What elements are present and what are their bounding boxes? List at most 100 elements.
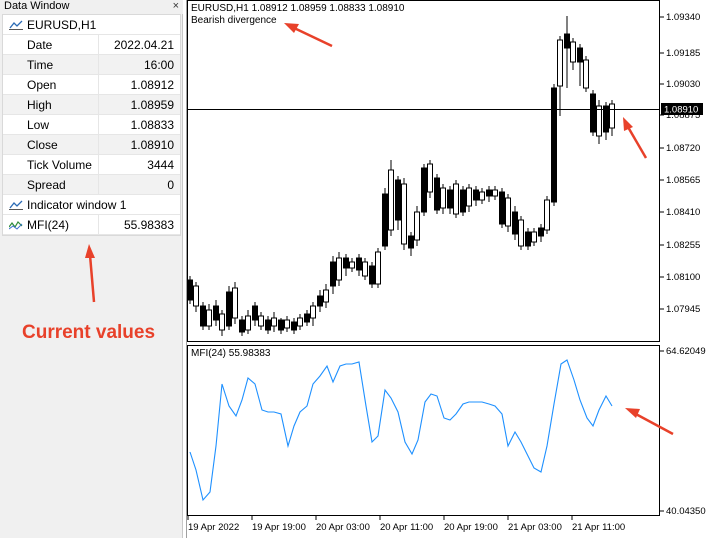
candle-body xyxy=(252,305,258,321)
candle-body xyxy=(323,289,329,303)
candle-body xyxy=(395,179,401,221)
data-row-key: High xyxy=(3,95,99,114)
chart-line-icon xyxy=(9,200,23,210)
data-row-key: Date xyxy=(3,35,99,54)
time-axis-label: 21 Apr 03:00 xyxy=(508,522,562,533)
candle-body xyxy=(414,211,420,241)
candle-body xyxy=(336,257,342,281)
mfi-axis-label: 64.62049 xyxy=(666,346,706,357)
data-row-close[interactable]: Close 1.08910 xyxy=(3,135,180,155)
candle-body xyxy=(200,305,206,327)
candle-body xyxy=(258,315,264,327)
candle-body xyxy=(492,189,498,197)
price-axis-label: 1.08875 xyxy=(666,110,700,121)
data-window-table: EURUSD,H1 Date 2022.04.21 Time 16:00 Open 1.0… xyxy=(2,14,181,236)
indicator-wave-icon xyxy=(9,220,23,230)
arrow-icon-mfi xyxy=(625,408,674,436)
data-row-open[interactable]: Open 1.08912 xyxy=(3,75,180,95)
bearish-divergence-label: Bearish divergence xyxy=(191,15,277,26)
price-axis-label: 1.09185 xyxy=(666,48,700,59)
candlestick-series xyxy=(187,16,615,336)
time-axis-label: 21 Apr 11:00 xyxy=(572,522,625,533)
close-icon[interactable]: × xyxy=(172,0,179,12)
candle-body xyxy=(187,279,193,301)
data-row-value: 3444 xyxy=(147,158,174,172)
data-row-key: Spread xyxy=(3,175,99,194)
data-row-value: 2022.04.21 xyxy=(113,38,174,52)
data-row-low[interactable]: Low 1.08833 xyxy=(3,115,180,135)
candle-body xyxy=(375,251,381,285)
candle-body xyxy=(440,187,446,209)
time-axis-label: 20 Apr 11:00 xyxy=(380,522,433,533)
candle-body xyxy=(213,305,219,321)
symbol-header[interactable]: EURUSD,H1 xyxy=(3,15,180,35)
data-row-key: Open xyxy=(3,75,99,94)
candle-body xyxy=(473,189,479,201)
candle-body xyxy=(421,167,427,213)
candle-body xyxy=(291,321,297,331)
candle-body xyxy=(609,103,615,129)
time-axis-label: 19 Apr 2022 xyxy=(188,522,239,533)
data-row-tick-volume[interactable]: Tick Volume 3444 xyxy=(3,155,180,175)
current-values-annotation: Current values xyxy=(22,322,156,343)
arrow-icon-price xyxy=(623,117,648,159)
price-badge-text: 1.08910 xyxy=(664,105,698,116)
mfi-axis-label: 40.04350 xyxy=(666,506,706,517)
arrow-icon-current-values xyxy=(85,244,96,303)
candle-body xyxy=(310,305,316,319)
price-badge xyxy=(661,103,703,115)
candle-body xyxy=(596,105,602,137)
candle-body xyxy=(265,319,271,331)
candle-body xyxy=(544,199,550,231)
mfi-line xyxy=(189,359,613,502)
candle-body xyxy=(369,265,375,285)
candle-body xyxy=(193,285,199,307)
candle-body xyxy=(434,177,440,211)
data-row-spread[interactable]: Spread 0 xyxy=(3,175,180,195)
candle-body xyxy=(362,261,368,277)
price-axis-label: 1.08410 xyxy=(666,207,700,218)
data-row-value: 1.08910 xyxy=(99,135,180,154)
candle-body xyxy=(499,191,505,225)
candle-body xyxy=(284,319,290,329)
symbol-label: EURUSD,H1 xyxy=(27,17,97,32)
chart-left-border xyxy=(186,0,187,538)
candle-body xyxy=(239,319,245,333)
candle-body xyxy=(226,291,232,327)
candle-body xyxy=(343,257,349,269)
candle-body xyxy=(330,261,336,287)
candle-body xyxy=(564,33,570,49)
indicator-value: 55.98383 xyxy=(123,218,174,232)
indicator-window-header[interactable]: Indicator window 1 xyxy=(3,195,180,215)
candle-body xyxy=(447,189,453,209)
price-axis-label: 1.08720 xyxy=(666,143,700,154)
candle-body xyxy=(479,191,485,201)
candle-body xyxy=(356,257,362,271)
candle-body xyxy=(551,87,557,203)
price-axis-label: 1.08255 xyxy=(666,240,700,251)
candle-body xyxy=(388,169,394,231)
time-axis-label: 20 Apr 19:00 xyxy=(444,522,498,533)
candle-body xyxy=(518,219,524,247)
candle-body xyxy=(570,41,576,63)
price-axis-label: 1.09030 xyxy=(666,79,700,90)
indicator-name: MFI(24) xyxy=(27,217,69,232)
mfi-pane-border xyxy=(187,345,660,516)
chart-area[interactable] xyxy=(186,0,715,538)
candle-body xyxy=(317,295,323,307)
candle-body xyxy=(557,39,563,87)
candle-body xyxy=(232,287,238,319)
data-row-time[interactable]: Time 16:00 xyxy=(3,55,180,75)
indicator-row[interactable]: MFI(24) 55.98383 xyxy=(3,215,180,235)
candle-body xyxy=(408,235,414,249)
data-row-value: 1.08833 xyxy=(130,118,174,132)
data-row-key: Close xyxy=(3,135,99,154)
data-window-title: Data Window × xyxy=(0,0,183,14)
time-axis-label: 19 Apr 19:00 xyxy=(252,522,306,533)
time-axis-label: 20 Apr 03:00 xyxy=(316,522,370,533)
candle-body xyxy=(219,313,225,331)
candle-body xyxy=(525,231,531,247)
data-row-date[interactable]: Date 2022.04.21 xyxy=(3,35,180,55)
data-row-high[interactable]: High 1.08959 xyxy=(3,95,180,115)
